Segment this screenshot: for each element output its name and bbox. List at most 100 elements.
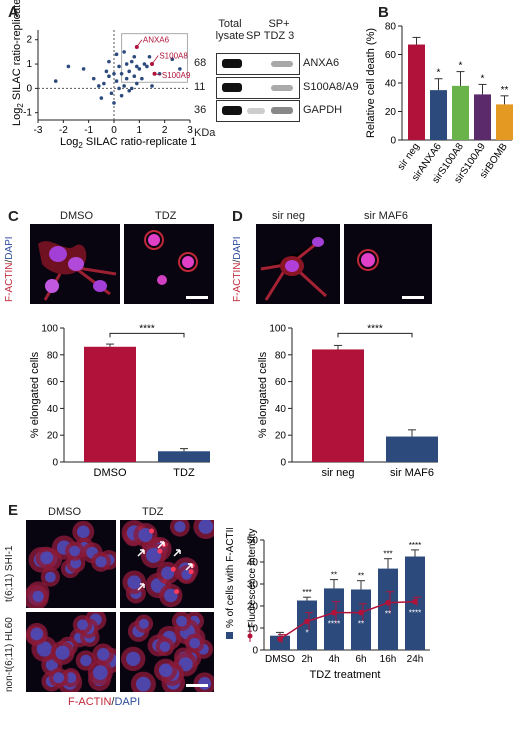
blot-band-s100-lysate (222, 83, 242, 92)
scatter-point (66, 64, 71, 69)
scatter-point (129, 59, 134, 64)
arrow-marker (157, 541, 165, 549)
panel-c-label: C (8, 208, 19, 225)
panel-e-label: E (8, 502, 19, 519)
scatter-x-tick-label: 3 (187, 125, 193, 136)
e-bar (378, 568, 398, 650)
e-y-tick-label: 30 (247, 580, 259, 591)
c-significance-bracket (109, 332, 185, 338)
e-bar-significance: ** (331, 571, 337, 580)
scatter-point (135, 64, 139, 69)
arrow-marker (137, 583, 145, 591)
e-x-tick-label: DMSO (265, 654, 295, 665)
c-significance: **** (139, 323, 155, 334)
cell-nucleus (176, 615, 188, 627)
scatter-point (140, 76, 144, 81)
scatter-x-tick-label: 2 (162, 125, 168, 136)
e-bar-significance: *** (302, 588, 311, 597)
cell-nucleus (65, 672, 77, 683)
e-legend-pct-label: % of cells with F-ACTIN aggregates (225, 528, 236, 628)
e-bar (324, 588, 344, 650)
e-x-tick-label: 16h (380, 654, 397, 665)
scatter-point (102, 81, 106, 86)
panel-b-label: B (378, 4, 389, 21)
blot-kda-unit: KDa (194, 127, 216, 139)
cell-nucleus (126, 651, 141, 666)
blot-strip-s100a8a9 (216, 77, 300, 99)
blot-strip-anxa6 (216, 53, 300, 75)
e-x-tick-label: 24h (407, 654, 424, 665)
scatter-highlight-leader (154, 73, 161, 76)
scatter-point (127, 89, 131, 93)
scatter-highlight-label: ANXA6 (143, 36, 170, 45)
blot-protein-s100a8a9: S100A8/A9 (303, 81, 359, 93)
c-y-axis-label: % elongated cells (29, 351, 41, 438)
cell-nucleus (127, 575, 142, 590)
c-image-label-tdz: TDZ (155, 210, 177, 222)
blot-col-total-lysate: Total lysate (215, 18, 245, 42)
e-image-label-tdz: TDZ (142, 506, 164, 518)
c-x-tick-label: TDZ (173, 467, 195, 479)
scale-bar (186, 684, 208, 687)
e-bar-significance: **** (409, 541, 421, 550)
blot-kda-68: 68 (194, 57, 207, 69)
scatter-point (107, 74, 111, 79)
scatter-x-tick-label: -2 (59, 125, 68, 136)
cell-nucleus (69, 545, 81, 557)
cell-nucleus (96, 648, 110, 661)
scatter-point (114, 79, 119, 83)
f-actin-aggregate (149, 528, 155, 534)
e-line-significance: **** (328, 620, 340, 629)
scatter-point (145, 64, 149, 69)
cell-nucleus (138, 527, 153, 543)
e-y-tick-label: 40 (247, 558, 259, 569)
blot-col-sp-tdz: SP+ TDZ 3 (263, 18, 295, 42)
d-significance: **** (367, 323, 383, 334)
e-bar (270, 635, 290, 650)
micrograph-c-tdz (124, 224, 214, 304)
scatter-point (132, 54, 137, 59)
e-legend-fi-label: Fluorescence intensity (AU) (247, 528, 258, 628)
cell-nucleus (158, 663, 173, 677)
scatter-point (112, 101, 116, 105)
e-y-tick-label: 20 (247, 602, 259, 613)
c-y-tick-label: 20 (47, 431, 59, 442)
scatter-point (91, 76, 96, 81)
d-significance-bracket (337, 332, 413, 338)
scatter-point (109, 91, 114, 96)
scatter-y-tick-label: 2 (26, 35, 32, 46)
arrow-marker (137, 549, 145, 557)
scatter-point (119, 93, 124, 98)
scatter-point (178, 67, 182, 71)
cell-nucleus (198, 520, 214, 534)
scatter-point (107, 59, 111, 64)
blot-protein-anxa6: ANXA6 (303, 57, 340, 69)
scatter-point (150, 84, 154, 88)
micrograph-d-sirneg (256, 224, 340, 304)
d-y-tick-label: 100 (269, 324, 286, 335)
blot-band-anxa6-lysate (222, 59, 242, 68)
d-y-tick-label: 80 (275, 350, 287, 361)
c-elongated-bar-chart: 0 20 40 60 80 100 % elongated cells DMSO TDZ **** (29, 323, 210, 479)
scatter-point (114, 52, 119, 57)
d-elongated-bar-chart: 0 20 40 60 80 100 % elongated cells sir neg sir … (257, 323, 438, 479)
e-line-series (279, 600, 416, 640)
e-y-tick-label: 0 (252, 646, 258, 657)
scatter-x-axis-label: Log2 SILAC ratio-replicate 1 (60, 136, 197, 150)
cell-nucleus (174, 521, 186, 533)
c-bar (158, 451, 210, 462)
cell-nucleus (53, 672, 65, 684)
c-y-tick-label: 100 (41, 324, 58, 335)
scatter-highlight-label: S100A9 (162, 71, 191, 80)
c-bar (84, 346, 136, 462)
scatter-highlight-box (121, 33, 188, 83)
scatter-point (97, 84, 101, 88)
scatter-point (117, 64, 121, 69)
micrograph-d-sirmaf6 (344, 224, 432, 304)
scatter-point (99, 96, 104, 100)
d-bar (386, 436, 438, 462)
e-line-significance: ** (385, 610, 391, 619)
b-significance: * (459, 61, 463, 72)
d-y-tick-label: 0 (280, 458, 286, 469)
